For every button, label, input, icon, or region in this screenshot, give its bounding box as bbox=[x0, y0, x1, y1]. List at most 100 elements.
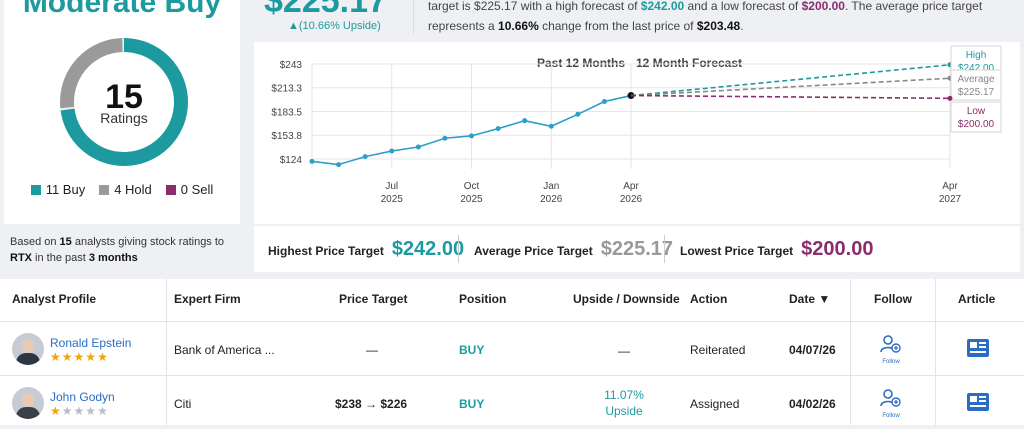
header-upside-downside[interactable]: Upside / Downside bbox=[573, 292, 680, 306]
header-analyst-profile[interactable]: Analyst Profile bbox=[12, 292, 97, 306]
star-filled-icon: ★ bbox=[50, 350, 62, 364]
x-tick-month: Apr bbox=[623, 181, 639, 192]
forecast-average-line bbox=[630, 77, 951, 97]
forecast-low-label: Low bbox=[967, 106, 986, 117]
lowest-target: Lowest Price Target $200.00 bbox=[680, 238, 873, 261]
history-point bbox=[389, 148, 395, 154]
note-text-3: in the past bbox=[32, 252, 89, 264]
ratings-count: 15 bbox=[105, 78, 143, 116]
star-empty-icon: ★ bbox=[85, 404, 98, 418]
desc-low: $200.00 bbox=[801, 0, 845, 13]
follow-user-icon bbox=[880, 335, 901, 353]
header-price-target[interactable]: Price Target bbox=[339, 292, 408, 306]
header-article: Article bbox=[958, 292, 996, 306]
forecast-low-line bbox=[630, 94, 951, 100]
x-tick-month: Jul bbox=[385, 181, 398, 192]
note-count: 15 bbox=[59, 236, 72, 248]
header-date-sort[interactable]: Date ▼ bbox=[789, 292, 830, 306]
forecast-high-label: High bbox=[966, 50, 987, 61]
x-tick-year: 2026 bbox=[620, 194, 643, 205]
desc-text-6: . bbox=[740, 19, 744, 33]
history-point bbox=[415, 144, 421, 150]
y-tick-label: $213.3 bbox=[271, 84, 302, 95]
position-badge: BUY bbox=[459, 397, 485, 411]
price-forecast-chart: Past 12 Months 12 Month Forecast $124 $153.… bbox=[271, 45, 1002, 205]
follow-label: Follow bbox=[882, 413, 900, 419]
legend-sell-label: 0 Sell bbox=[180, 182, 214, 197]
header-date-label: Date ▼ bbox=[789, 292, 831, 306]
rating-action: Assigned bbox=[690, 397, 740, 411]
donut-segment-hold bbox=[60, 38, 188, 166]
x-tick-year: 2026 bbox=[540, 194, 563, 205]
history-point bbox=[336, 162, 342, 168]
header-action[interactable]: Action bbox=[690, 292, 728, 306]
follow-button[interactable]: Follow bbox=[876, 388, 906, 419]
legend-buy: 11 Buy bbox=[30, 182, 86, 197]
desc-pct: 10.66% bbox=[498, 19, 539, 33]
column-divider bbox=[935, 279, 936, 425]
y-tick-label: $153.8 bbox=[271, 131, 302, 142]
note-text-2: analysts giving stock ratings to bbox=[71, 236, 225, 248]
history-point bbox=[548, 123, 554, 129]
forecast-low-point bbox=[947, 95, 953, 101]
history-point bbox=[522, 118, 528, 124]
price-target: $238 → $226 bbox=[335, 397, 408, 411]
price-forecast-chart-panel: Past 12 Months 12 Month Forecast $124 $153.… bbox=[254, 42, 1020, 224]
column-divider bbox=[850, 279, 851, 425]
consensus-rating: Moderate Buy bbox=[22, 0, 222, 19]
average-target: Average Price Target $225.17 bbox=[474, 238, 673, 261]
desc-high: $242.00 bbox=[640, 0, 685, 13]
history-point bbox=[362, 154, 368, 160]
upside-value: — bbox=[618, 344, 630, 358]
rating-date: 04/07/26 bbox=[789, 343, 836, 357]
analyst-name-link[interactable]: Ronald Epstein bbox=[50, 336, 132, 350]
note-text-1: Based on bbox=[10, 236, 60, 248]
consensus-panel: Moderate Buy 15 Ratings 11 Buy 4 Hold 0 … bbox=[4, 0, 240, 224]
analyst-count-note: Based on 15 analysts giving stock rating… bbox=[4, 229, 240, 273]
rating-action: Reiterated bbox=[690, 343, 746, 357]
average-target-value: $225.17 bbox=[600, 238, 674, 260]
star-rating: ★★★★★ bbox=[50, 350, 109, 364]
legend-hold: 4 Hold bbox=[99, 182, 152, 197]
follow-button[interactable]: Follow bbox=[876, 334, 906, 365]
forecast-average-box bbox=[950, 69, 1002, 101]
column-divider bbox=[166, 279, 167, 425]
header-position[interactable]: Position bbox=[459, 292, 507, 306]
average-target-label: Average Price Target bbox=[474, 244, 593, 258]
history-point bbox=[575, 111, 581, 117]
analyst-name-link[interactable]: John Godyn bbox=[50, 390, 115, 404]
star-empty-icon: ★ bbox=[73, 404, 86, 418]
lowest-target-value: $200.00 bbox=[801, 238, 874, 260]
ratings-donut-chart bbox=[60, 38, 188, 166]
x-tick-month: Oct bbox=[464, 181, 480, 192]
x-tick-year: 2025 bbox=[381, 194, 404, 205]
expert-firm: Bank of America ... bbox=[174, 343, 275, 357]
desc-text-2: and a low forecast of bbox=[684, 0, 802, 13]
note-period: 3 months bbox=[88, 252, 138, 264]
star-filled-icon: ★ bbox=[85, 350, 98, 364]
article-icon[interactable] bbox=[966, 392, 990, 412]
upside-downside: 11.07% Upside bbox=[584, 387, 664, 419]
article-icon[interactable] bbox=[966, 338, 990, 358]
highest-target: Highest Price Target $242.00 bbox=[268, 238, 464, 261]
price-targets-bar: Highest Price Target $242.00 Average Pri… bbox=[254, 226, 1020, 272]
header-expert-firm[interactable]: Expert Firm bbox=[174, 292, 241, 306]
star-empty-icon: ★ bbox=[97, 404, 109, 418]
forecast-low-box bbox=[950, 101, 1002, 133]
price-upside: ▲(10.66% Upside) bbox=[288, 20, 381, 32]
buy-swatch bbox=[30, 184, 41, 195]
x-tick-year: 2025 bbox=[460, 194, 483, 205]
star-filled-icon: ★ bbox=[97, 350, 109, 364]
legend-buy-label: 11 Buy bbox=[45, 182, 86, 197]
table-row: Ronald Epstein ★★★★★ Bank of America ...… bbox=[0, 321, 1024, 375]
y-tick-label: $183.5 bbox=[271, 108, 302, 119]
price-target-description: target is $225.17 with a high forecast o… bbox=[428, 0, 988, 36]
upside-downside: — bbox=[584, 343, 664, 359]
y-tick-label: $243 bbox=[280, 60, 303, 71]
star-filled-icon: ★ bbox=[73, 350, 86, 364]
avatar[interactable] bbox=[12, 333, 44, 365]
sell-swatch bbox=[165, 184, 176, 195]
avatar[interactable] bbox=[12, 387, 44, 419]
table-row: John Godyn ★★★★★ Citi $238 → $226 BUY 11… bbox=[0, 375, 1024, 429]
hold-swatch bbox=[99, 184, 110, 195]
